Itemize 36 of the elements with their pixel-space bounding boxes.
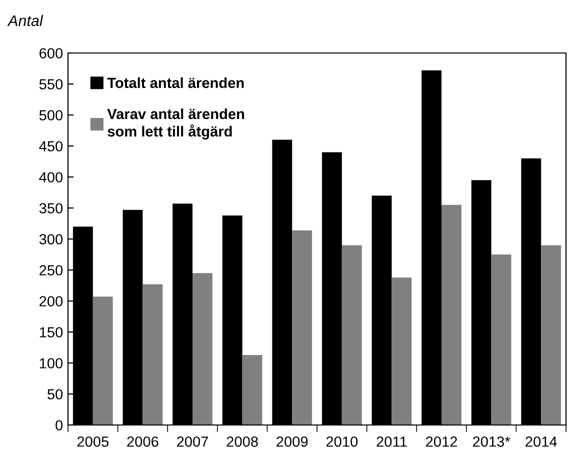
x-tick-label: 2005 — [77, 436, 109, 447]
y-axis-title: Antal — [7, 14, 44, 26]
bar — [292, 230, 312, 425]
x-tick-label: 2008 — [226, 436, 258, 447]
y-tick-label: 50 — [48, 389, 63, 400]
x-tick-label: 2011 — [376, 436, 407, 447]
bar — [342, 245, 362, 425]
bar — [92, 296, 113, 425]
x-tick-label: 2010 — [326, 436, 358, 447]
bar — [142, 284, 163, 425]
y-tick-label: 100 — [40, 358, 63, 368]
x-tick-label: 2013* — [472, 436, 510, 447]
y-tick-label: 250 — [40, 265, 63, 276]
y-tick-label: 500 — [39, 110, 63, 120]
y-tick-label: 400 — [39, 172, 63, 182]
x-tick-label: 2012 — [426, 436, 457, 447]
y-tick-label: 200 — [40, 296, 63, 306]
y-tick-label: 0 — [56, 420, 63, 430]
y-tick-label: 600 — [40, 48, 63, 58]
y-tick-label: 150 — [40, 327, 63, 338]
y-tick-label: 550 — [39, 79, 63, 90]
legend-label: Totalt antal ärenden — [107, 77, 244, 88]
y-tick-label: 450 — [39, 141, 63, 152]
bar — [541, 245, 562, 425]
bar — [242, 354, 262, 425]
y-tick-label: 350 — [39, 203, 63, 214]
y-tick-label: 300 — [39, 234, 63, 244]
bar — [491, 254, 512, 425]
x-tick-label: 2014 — [526, 436, 557, 447]
x-tick-label: 2006 — [127, 436, 158, 447]
bar — [442, 204, 462, 425]
bar — [192, 273, 212, 425]
x-tick-label: 2009 — [276, 436, 308, 447]
x-tick-label: 2007 — [177, 436, 208, 447]
bar — [392, 277, 412, 425]
legend-label: Varav antal ärenden som lett till åtgärd — [107, 108, 244, 140]
